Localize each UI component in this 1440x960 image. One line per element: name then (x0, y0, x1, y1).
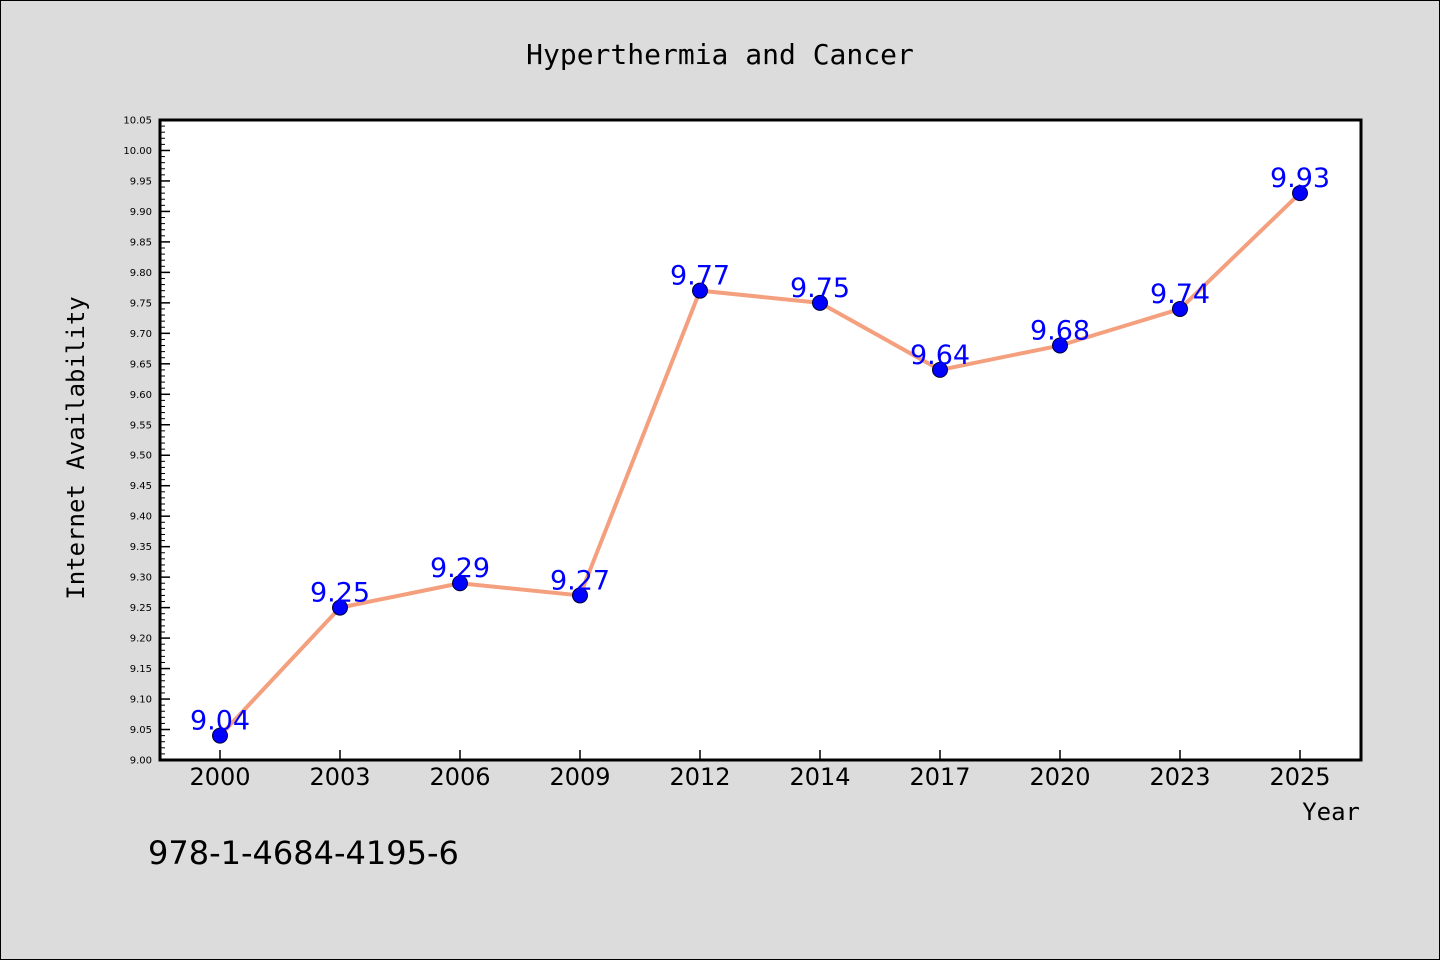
x-tick-label: 2006 (429, 763, 490, 791)
y-tick-label: 9.25 (130, 603, 152, 614)
data-point (452, 575, 468, 592)
data-label: 9.77 (670, 261, 730, 292)
y-tick-label: 9.80 (130, 268, 152, 279)
data-point (1292, 185, 1308, 202)
series-line (218, 191, 1302, 738)
y-tick-label: 9.15 (130, 664, 152, 675)
y-tick-label: 9.60 (130, 390, 152, 401)
y-tick-label: 9.50 (130, 451, 152, 462)
y-tick-label: 9.95 (130, 176, 152, 187)
data-label: 9.27 (550, 565, 610, 596)
data-point (212, 727, 228, 744)
y-tick-label: 9.00 (130, 756, 152, 767)
y-tick-label: 9.30 (130, 573, 152, 584)
data-label: 9.29 (430, 553, 490, 584)
data-label: 9.04 (190, 706, 250, 737)
data-labels: 9.04 9.25 9.29 9.27 9.77 9.75 9.64 9.68 9.74 9.93 (190, 163, 1330, 736)
x-tick-label: 2000 (189, 763, 250, 791)
y-axis-label: Internet Availability (62, 296, 90, 599)
y-tick-label: 9.85 (130, 237, 152, 248)
isbn-annotation: 978-1-4684-4195-6 (148, 834, 459, 872)
plot-area (160, 120, 1361, 760)
x-tick-label: 2012 (669, 763, 730, 791)
x-tick-label: 2003 (309, 763, 370, 791)
y-tick-label: 9.65 (130, 359, 152, 370)
chart-title: Hyperthermia and Cancer (526, 38, 914, 71)
data-label: 9.93 (1270, 163, 1330, 194)
data-label: 9.75 (790, 273, 850, 304)
y-tick-label: 9.55 (130, 420, 152, 431)
data-point (812, 294, 828, 311)
data-point (572, 587, 588, 604)
y-tick-label: 9.70 (130, 329, 152, 340)
plot-border (158, 118, 1363, 762)
data-point (1172, 300, 1188, 317)
x-tick-label: 2023 (1149, 763, 1210, 791)
data-markers (212, 185, 1308, 744)
y-tick-label: 9.40 (130, 512, 152, 523)
x-axis-label: Year (1302, 798, 1360, 826)
x-axis-ticks: 2000 2003 2006 2009 2012 2014 2017 2020 2023 2025 (189, 750, 1331, 791)
x-tick-label: 2014 (789, 763, 850, 791)
x-tick-label: 2025 (1269, 763, 1330, 791)
y-tick-label: 9.45 (130, 481, 152, 492)
data-point (332, 599, 348, 616)
y-tick-label: 9.10 (130, 695, 152, 706)
data-label: 9.64 (910, 340, 970, 371)
data-label: 9.74 (1150, 279, 1210, 310)
data-point (932, 361, 948, 378)
x-tick-label: 2009 (549, 763, 610, 791)
data-label: 9.68 (1030, 316, 1090, 347)
y-tick-label: 10.05 (123, 116, 152, 127)
data-point (692, 282, 708, 299)
data-point (1052, 337, 1068, 354)
x-tick-label: 2017 (909, 763, 970, 791)
y-tick-label: 9.05 (130, 725, 152, 736)
x-tick-label: 2020 (1029, 763, 1090, 791)
y-tick-label: 9.35 (130, 542, 152, 553)
data-label: 9.25 (310, 578, 370, 609)
y-tick-label: 10.00 (123, 146, 152, 157)
y-tick-label: 9.20 (130, 634, 152, 645)
y-tick-label: 9.75 (130, 298, 152, 309)
y-tick-label: 9.90 (130, 207, 152, 218)
